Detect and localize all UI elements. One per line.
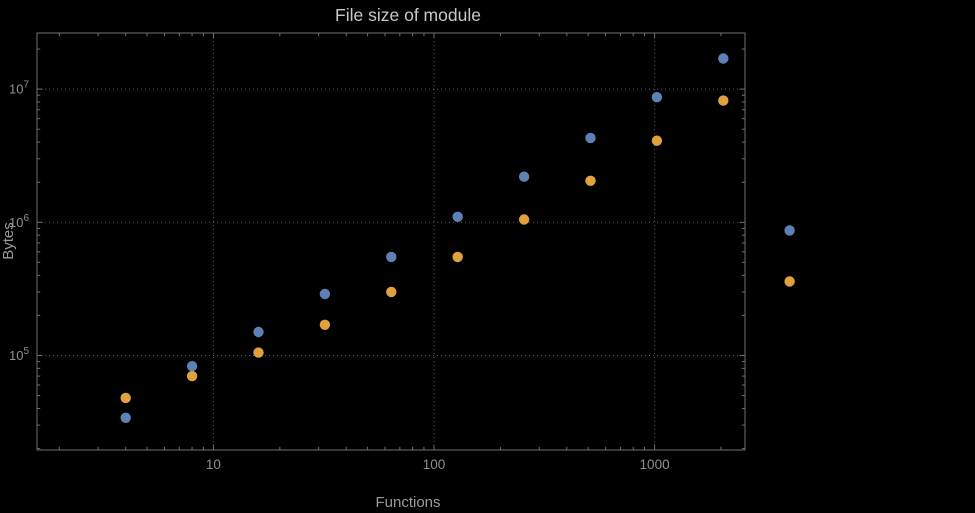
data-point-blue [452, 211, 463, 222]
data-point-blue [585, 132, 596, 144]
y-axis-label: Bytes [0, 222, 17, 260]
data-point-orange [186, 370, 198, 382]
data-point-blue [518, 171, 530, 182]
data-point-orange [718, 95, 729, 106]
x-tick-label: 1000 [640, 457, 670, 472]
grid-layer [37, 33, 745, 450]
data-point-blue [120, 412, 131, 423]
x-axis-label: Functions [375, 494, 440, 511]
y-tick-label: 105 [9, 346, 29, 363]
data-point-orange [253, 347, 264, 358]
x-tick-label: 10 [206, 457, 221, 472]
data-point-orange [784, 276, 795, 287]
data-point-orange [518, 214, 530, 225]
data-point-blue [784, 225, 795, 236]
chart-title: File size of module [335, 5, 481, 25]
data-point-blue [319, 288, 331, 300]
data-point-blue [718, 53, 729, 64]
data-point-orange [585, 175, 596, 186]
data-point-blue [186, 361, 198, 372]
tick-layer [37, 33, 745, 450]
points-layer [120, 53, 795, 423]
plot-frame [36, 32, 746, 451]
x-tick-label: 100 [423, 457, 446, 472]
data-point-blue [651, 92, 663, 103]
data-point-orange [651, 135, 663, 146]
data-point-orange [120, 392, 131, 404]
data-point-orange [386, 286, 397, 298]
data-point-orange [452, 251, 463, 263]
data-point-blue [253, 326, 264, 338]
y-tick-label: 107 [9, 80, 29, 97]
data-point-blue [386, 251, 397, 263]
data-point-orange [319, 319, 331, 330]
